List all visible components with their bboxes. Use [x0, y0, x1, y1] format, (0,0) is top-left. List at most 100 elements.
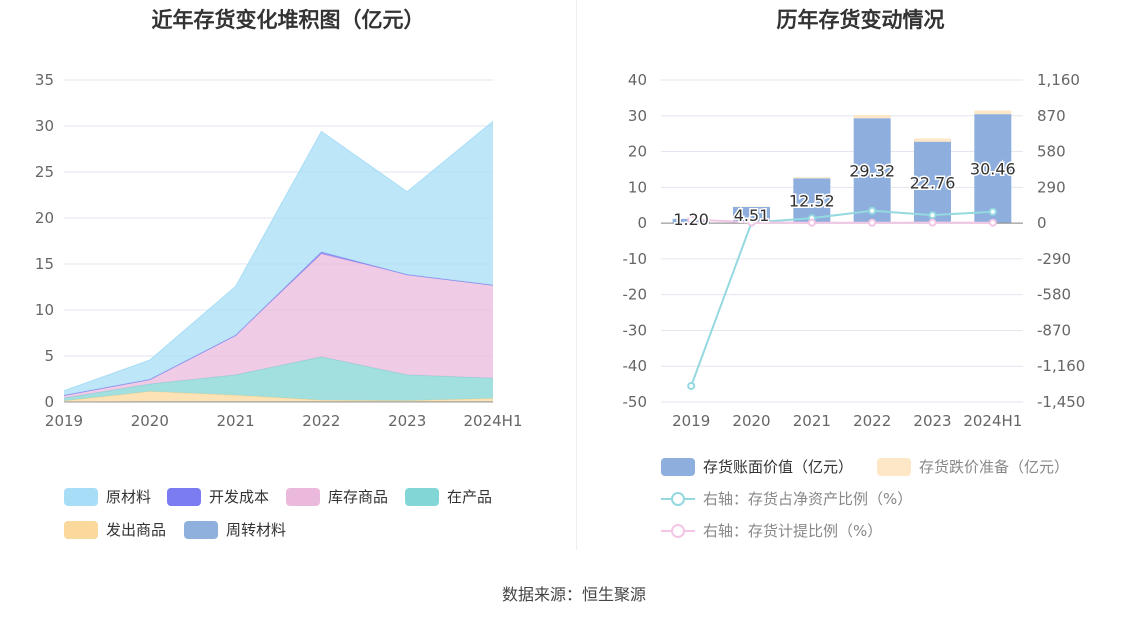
legend-label: 周转材料: [226, 521, 287, 539]
x-tick-label: 2022: [853, 412, 891, 430]
y-tick-label: 15: [35, 255, 54, 273]
x-tick-label: 2023: [388, 412, 426, 430]
x-tick-label: 2019: [672, 412, 710, 430]
line-point: [807, 218, 816, 227]
y2-tick-label: -1,160: [1037, 357, 1085, 375]
area-series: [64, 391, 493, 402]
area-series: [64, 253, 493, 399]
x-tick-label: 2023: [913, 412, 951, 430]
y-tick-label: 30: [628, 107, 647, 125]
y-tick-label: 10: [35, 301, 54, 319]
legend-label: 原材料: [106, 488, 152, 506]
bar-impairment: [914, 138, 951, 142]
bar-book-value: [853, 118, 891, 224]
line-point: [868, 206, 877, 215]
bar-impairment: [793, 177, 831, 179]
legend-swatch: [877, 457, 911, 476]
bar-data-label: 4.51: [734, 206, 770, 225]
x-tick-label: 2021: [217, 412, 255, 430]
line-point: [687, 215, 696, 224]
legend-swatch: [661, 457, 695, 476]
right-chart-title: 历年存货变动情况: [776, 8, 945, 32]
left-chart-panel: 近年存货变化堆积图（亿元） 0 5 10 15 20 25 30 35 2019 2020 2021…: [0, 0, 576, 560]
y-tick-label: 0: [44, 393, 54, 411]
y2-tick-label: 290: [1037, 178, 1066, 196]
legend-swatch: [184, 520, 218, 539]
y2-tick-label: -580: [1037, 286, 1071, 304]
y2-tick-label: 870: [1037, 107, 1066, 125]
legend-item-provision-ratio[interactable]: 右轴：存货计提比例（%）: [661, 520, 882, 541]
y2-tick-label: -1,450: [1037, 393, 1085, 411]
x-tick-label: 2019: [45, 412, 83, 430]
legend-swatch: [405, 487, 439, 506]
legend-item-development-cost[interactable]: 开发成本: [167, 486, 269, 507]
y-tick-label: 20: [35, 209, 54, 227]
legend-item-finished-goods[interactable]: 库存商品: [286, 486, 388, 507]
legend-label: 库存商品: [328, 488, 389, 506]
bar-data-label: 29.32: [849, 162, 895, 181]
legend-swatch: [286, 487, 320, 506]
line-point: [747, 218, 756, 227]
bar-data-label: 22.76: [910, 173, 956, 192]
legend-swatch: [64, 520, 98, 539]
x-tick-label: 2024H1: [464, 412, 523, 430]
bar-data-label: 12.52: [789, 192, 835, 211]
legend-label: 发出商品: [106, 521, 167, 539]
y-tick-label: 10: [628, 178, 647, 196]
line-point: [988, 218, 997, 227]
line-point: [928, 218, 937, 227]
x-tick-label: 2022: [302, 412, 340, 430]
y-tick-label: -50: [623, 393, 648, 411]
line-point: [687, 381, 696, 390]
y-tick-label: -30: [623, 321, 648, 339]
data-source-note: 数据来源：恒生聚源: [501, 585, 646, 604]
line-series: [691, 218, 993, 224]
line-point: [988, 207, 997, 216]
area-series: [64, 356, 493, 401]
y2-tick-label: 0: [1037, 214, 1047, 232]
line-marker-icon: [661, 523, 695, 538]
y-tick-label: 5: [44, 347, 54, 365]
legend-label: 右轴：存货占净资产比例（%）: [703, 490, 913, 508]
legend-item-inventory-book-value[interactable]: 存货账面价值（亿元）: [661, 456, 853, 477]
legend-label: 开发成本: [209, 488, 270, 506]
line-point: [868, 218, 877, 227]
legend-item-impairment-provision[interactable]: 存货跌价准备（亿元）: [877, 456, 1069, 477]
x-tick-label: 2024H1: [963, 412, 1022, 430]
x-tick-label: 2021: [793, 412, 831, 430]
y2-tick-label: -870: [1037, 321, 1071, 339]
legend-item-goods-shipped[interactable]: 发出商品: [64, 519, 166, 540]
y-tick-label: -10: [623, 250, 648, 268]
y-tick-label: -20: [623, 286, 648, 304]
bar-data-label: 1.20: [673, 210, 709, 229]
area-series-edge: [63, 356, 494, 399]
legend-swatch: [167, 487, 201, 506]
legend-item-work-in-progress[interactable]: 在产品: [405, 486, 492, 507]
y2-tick-label: 1,160: [1037, 71, 1080, 89]
line-series: [690, 209, 993, 387]
legend-label: 在产品: [447, 488, 493, 506]
legend-item-turnover-materials[interactable]: 周转材料: [184, 519, 286, 540]
x-tick-label: 2020: [732, 412, 770, 430]
y-tick-label: 30: [35, 117, 54, 135]
legend-item-raw-materials[interactable]: 原材料: [64, 486, 151, 507]
left-chart-title: 近年存货变化堆积图（亿元）: [151, 8, 425, 32]
y-tick-label: 0: [637, 214, 647, 232]
bar-book-value: [733, 206, 770, 224]
y-tick-label: 20: [628, 143, 647, 161]
y-tick-label: 35: [35, 71, 54, 89]
y-tick-label: 40: [628, 71, 647, 89]
right-chart-panel: 历年存货变动情况 -50 -1,450 -40 -1,160 -30 -870 -20 -58…: [577, 0, 1148, 560]
legend-swatch: [64, 487, 98, 506]
area-series: [64, 121, 493, 396]
legend-item-net-asset-ratio[interactable]: 右轴：存货占净资产比例（%）: [661, 488, 912, 509]
bar-impairment: [853, 114, 891, 119]
y2-tick-label: 580: [1037, 143, 1066, 161]
left-stacked-area-chart: 0 5 10 15 20 25 30 35 2019 2020 2021 2022 2023 2024H1: [35, 71, 523, 430]
x-tick-label: 2020: [131, 412, 169, 430]
y2-tick-label: -290: [1037, 250, 1071, 268]
right-bar-line-chart: -50 -1,450 -40 -1,160 -30 -870 -20 -580 -10 -290 0…: [623, 71, 1086, 430]
line-point: [928, 211, 937, 220]
legend-label: 右轴：存货计提比例（%）: [703, 522, 883, 540]
bar-impairment: [974, 110, 1012, 115]
